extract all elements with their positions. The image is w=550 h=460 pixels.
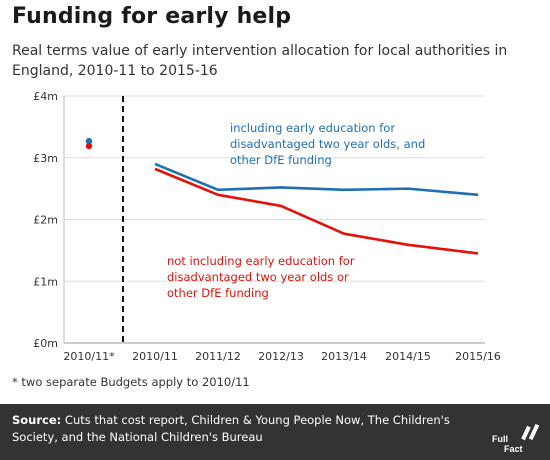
footnote: * two separate Budgets apply to 2010/11 xyxy=(12,375,250,389)
y-tick-label: £0m xyxy=(33,337,58,350)
x-tick-label: 2010/11 xyxy=(132,350,178,363)
x-tick-label: 2010/11* xyxy=(63,350,115,363)
x-tick-label: 2015/16 xyxy=(455,350,501,363)
series-point-1 xyxy=(85,137,93,145)
logo-text-line2: Fact xyxy=(504,444,523,454)
source-bar: Source: Cuts that cost report, Children … xyxy=(0,404,550,460)
chart-subtitle: Real terms value of early intervention a… xyxy=(12,43,508,79)
source-text: Source: Cuts that cost report, Children … xyxy=(12,412,482,446)
y-axis-ticks: £0m £1m £2m £3m £4m xyxy=(33,90,58,350)
series-line-2 xyxy=(154,167,479,255)
line-chart: £0m£1m£2m£3m£4m 2010/11* 2010/11 2011/12 20… xyxy=(33,90,501,363)
series-label-1: disadvantaged two year olds, and xyxy=(230,137,425,151)
full-fact-logo: Full Fact xyxy=(492,424,540,454)
series-label-1: other DfE funding xyxy=(230,153,332,167)
series-label-2: other DfE funding xyxy=(167,286,269,300)
x-tick-label: 2014/15 xyxy=(385,350,431,363)
x-axis-ticks: 2010/11* 2010/11 2011/12 2012/13 2013/14 2014… xyxy=(63,350,500,363)
y-tick-label: £2m xyxy=(33,214,58,227)
chart-title: Funding for early help xyxy=(12,4,292,29)
series-lines xyxy=(154,162,479,255)
series-point-2 xyxy=(85,142,93,150)
series-label-2: disadvantaged two year olds or xyxy=(167,270,349,284)
logo-text-line1: Full xyxy=(492,434,508,444)
series-points xyxy=(85,137,93,150)
y-tick-label: £1m xyxy=(33,275,58,288)
x-tick-label: 2011/12 xyxy=(195,350,241,363)
series-labels: including early education for disadvantag… xyxy=(167,121,425,300)
source-label: Source: xyxy=(12,413,62,427)
x-tick-label: 2012/13 xyxy=(258,350,304,363)
source-body: Cuts that cost report, Children & Young … xyxy=(12,413,450,444)
series-label-1: including early education for xyxy=(230,121,395,135)
series-line-1 xyxy=(154,162,479,197)
y-tick-label: £3m xyxy=(33,152,58,165)
x-tick-label: 2013/14 xyxy=(321,350,367,363)
y-tick-label: £4m xyxy=(33,90,58,103)
gridlines xyxy=(63,95,485,344)
series-label-2: not including early education for xyxy=(167,254,355,268)
